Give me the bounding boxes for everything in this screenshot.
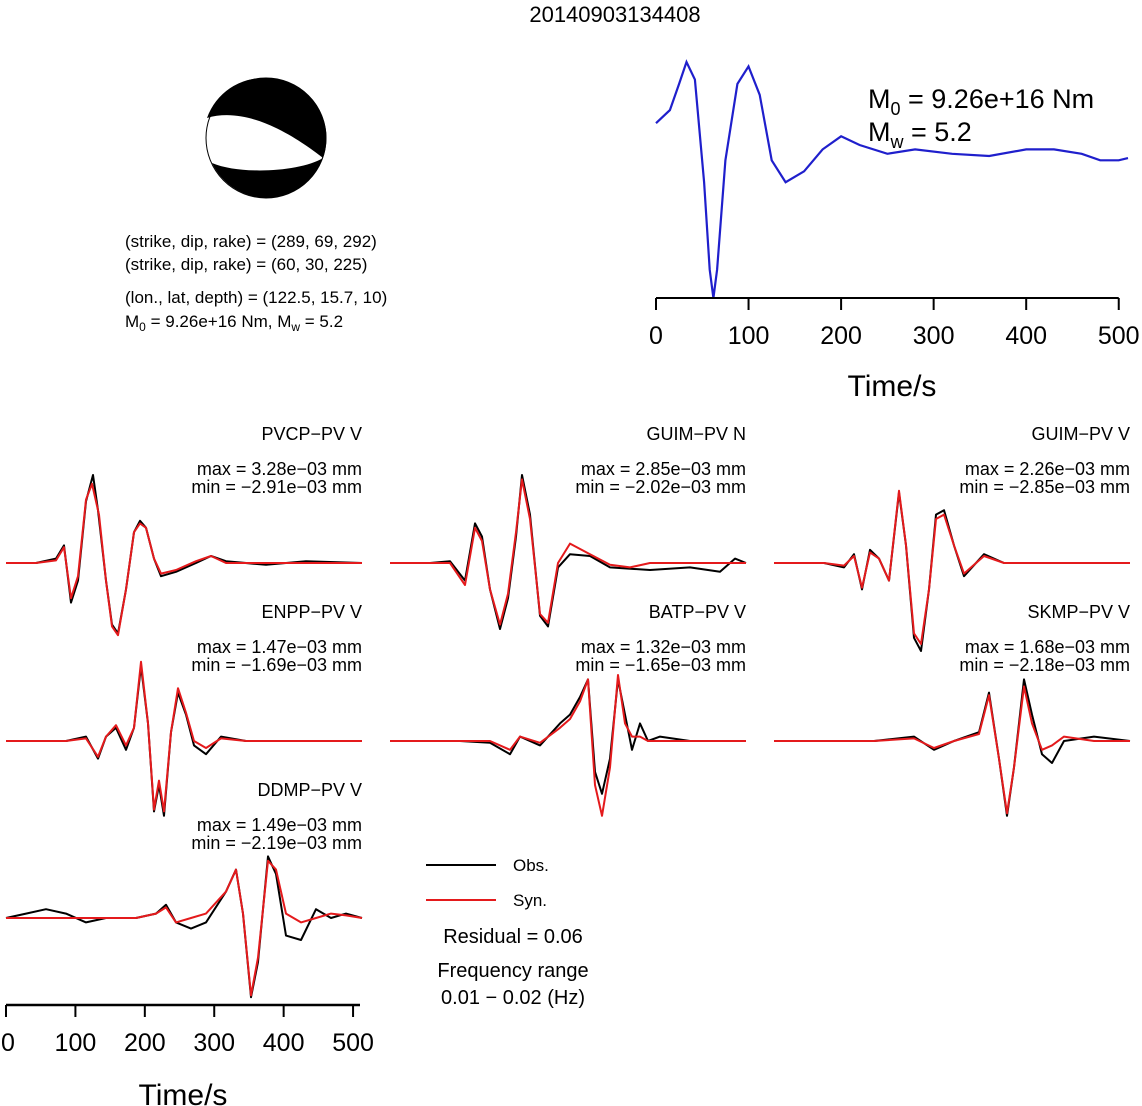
stf-curve	[655, 59, 1129, 299]
stf-x-tick-label: 400	[1005, 322, 1047, 350]
nodal-plane-2: (strike, dip, rake) = (60, 30, 225)	[125, 255, 367, 274]
min-amplitude-label: min = −1.65e−03 mm	[575, 655, 746, 675]
residual-label: Residual = 0.06	[443, 926, 583, 948]
frequency-range-value: 0.01 − 0.02 (Hz)	[441, 987, 585, 1009]
max-amplitude-label: max = 1.68e−03 mm	[965, 637, 1130, 657]
station-label: SKMP−PV V	[1027, 602, 1130, 622]
waveform-x-tick-label: 500	[332, 1029, 374, 1057]
observed-trace	[390, 678, 746, 795]
synthetic-trace	[774, 489, 1130, 645]
max-amplitude-label: max = 1.49e−03 mm	[197, 815, 362, 835]
station-label: GUIM−PV N	[646, 424, 746, 444]
station-label: BATP−PV V	[649, 602, 746, 622]
waveform-x-tick-label: 0	[1, 1029, 15, 1057]
legend: Obs. Syn.	[426, 856, 549, 910]
station-label: DDMP−PV V	[257, 780, 362, 800]
stf-x-tick-label: 200	[820, 322, 862, 350]
stf-x-tick-label: 300	[913, 322, 955, 350]
waveform-x-tick-label: 300	[193, 1029, 235, 1057]
legend-syn-label: Syn.	[513, 891, 547, 910]
synthetic-trace	[6, 859, 363, 997]
min-amplitude-label: min = −1.69e−03 mm	[191, 655, 362, 675]
synthetic-trace	[390, 478, 746, 626]
min-amplitude-label: min = −2.85e−03 mm	[959, 477, 1130, 497]
min-amplitude-label: min = −2.02e−03 mm	[575, 477, 746, 497]
waveform-x-axis: Time/s 0 100 200 300 400 500	[1, 1003, 374, 1106]
observed-trace	[774, 678, 1131, 817]
figure-title: 20140903134408	[529, 2, 700, 27]
station-label: PVCP−PV V	[261, 424, 362, 444]
waveform-x-tick-label: 200	[124, 1029, 166, 1057]
station-label: ENPP−PV V	[261, 602, 362, 622]
max-amplitude-label: max = 2.85e−03 mm	[581, 459, 746, 479]
stf-x-tick-label: 100	[728, 322, 770, 350]
observed-trace	[774, 491, 1130, 652]
synthetic-trace	[6, 482, 362, 637]
synthetic-trace	[6, 660, 362, 813]
max-amplitude-label: max = 1.47e−03 mm	[197, 637, 362, 657]
max-amplitude-label: max = 3.28e−03 mm	[197, 459, 362, 479]
moment-magnitude-line: M0 = 9.26e+16 Nm, Mw = 5.2	[125, 312, 343, 334]
stf-m0-label: M0 = 9.26e+16 Nm	[868, 84, 1094, 119]
synthetic-trace	[390, 674, 746, 817]
stf-x-axis-label: Time/s	[848, 370, 937, 403]
source-time-function-panel: M0 = 9.26e+16 Nm Mw = 5.2 Time/s 0 100 200…	[649, 59, 1140, 403]
waveform-x-axis-label: Time/s	[139, 1079, 228, 1106]
legend-obs-label: Obs.	[513, 856, 549, 875]
focal-mechanism-beachball	[205, 77, 327, 199]
min-amplitude-label: min = −2.18e−03 mm	[959, 655, 1130, 675]
stf-x-tick-label: 0	[649, 322, 663, 350]
stf-mw-label: Mw = 5.2	[868, 117, 972, 152]
event-location: (lon., lat, depth) = (122.5, 15.7, 10)	[125, 288, 387, 307]
min-amplitude-label: min = −2.19e−03 mm	[191, 833, 362, 853]
max-amplitude-label: max = 2.26e−03 mm	[965, 459, 1130, 479]
frequency-range-label: Frequency range	[437, 960, 588, 982]
waveform-x-tick-label: 100	[55, 1029, 97, 1057]
observed-trace	[5, 855, 363, 999]
waveform-x-tick-label: 400	[263, 1029, 305, 1057]
min-amplitude-label: min = −2.91e−03 mm	[191, 477, 362, 497]
station-label: GUIM−PV V	[1031, 424, 1130, 444]
max-amplitude-label: max = 1.32e−03 mm	[581, 637, 746, 657]
nodal-plane-1: (strike, dip, rake) = (289, 69, 292)	[125, 232, 377, 251]
stf-x-tick-label: 500	[1098, 322, 1140, 350]
synthetic-trace	[774, 685, 1130, 815]
